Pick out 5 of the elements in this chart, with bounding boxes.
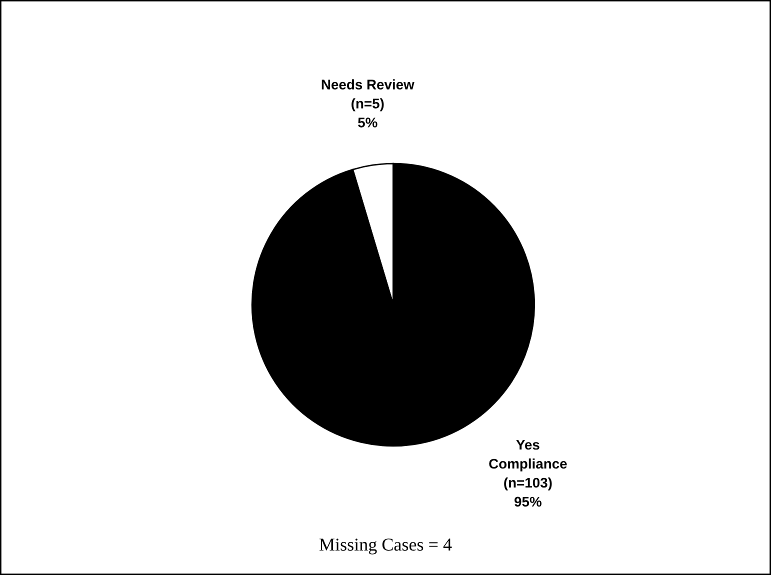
slice-label: Yes Compliance	[489, 440, 567, 472]
data-label: (n=103) 95%	[504, 477, 552, 507]
slice-label: Needs Review	[322, 79, 414, 90]
data-label: (n=5) 5%	[352, 98, 384, 128]
text: Missing Cases = 4	[319, 538, 452, 554]
